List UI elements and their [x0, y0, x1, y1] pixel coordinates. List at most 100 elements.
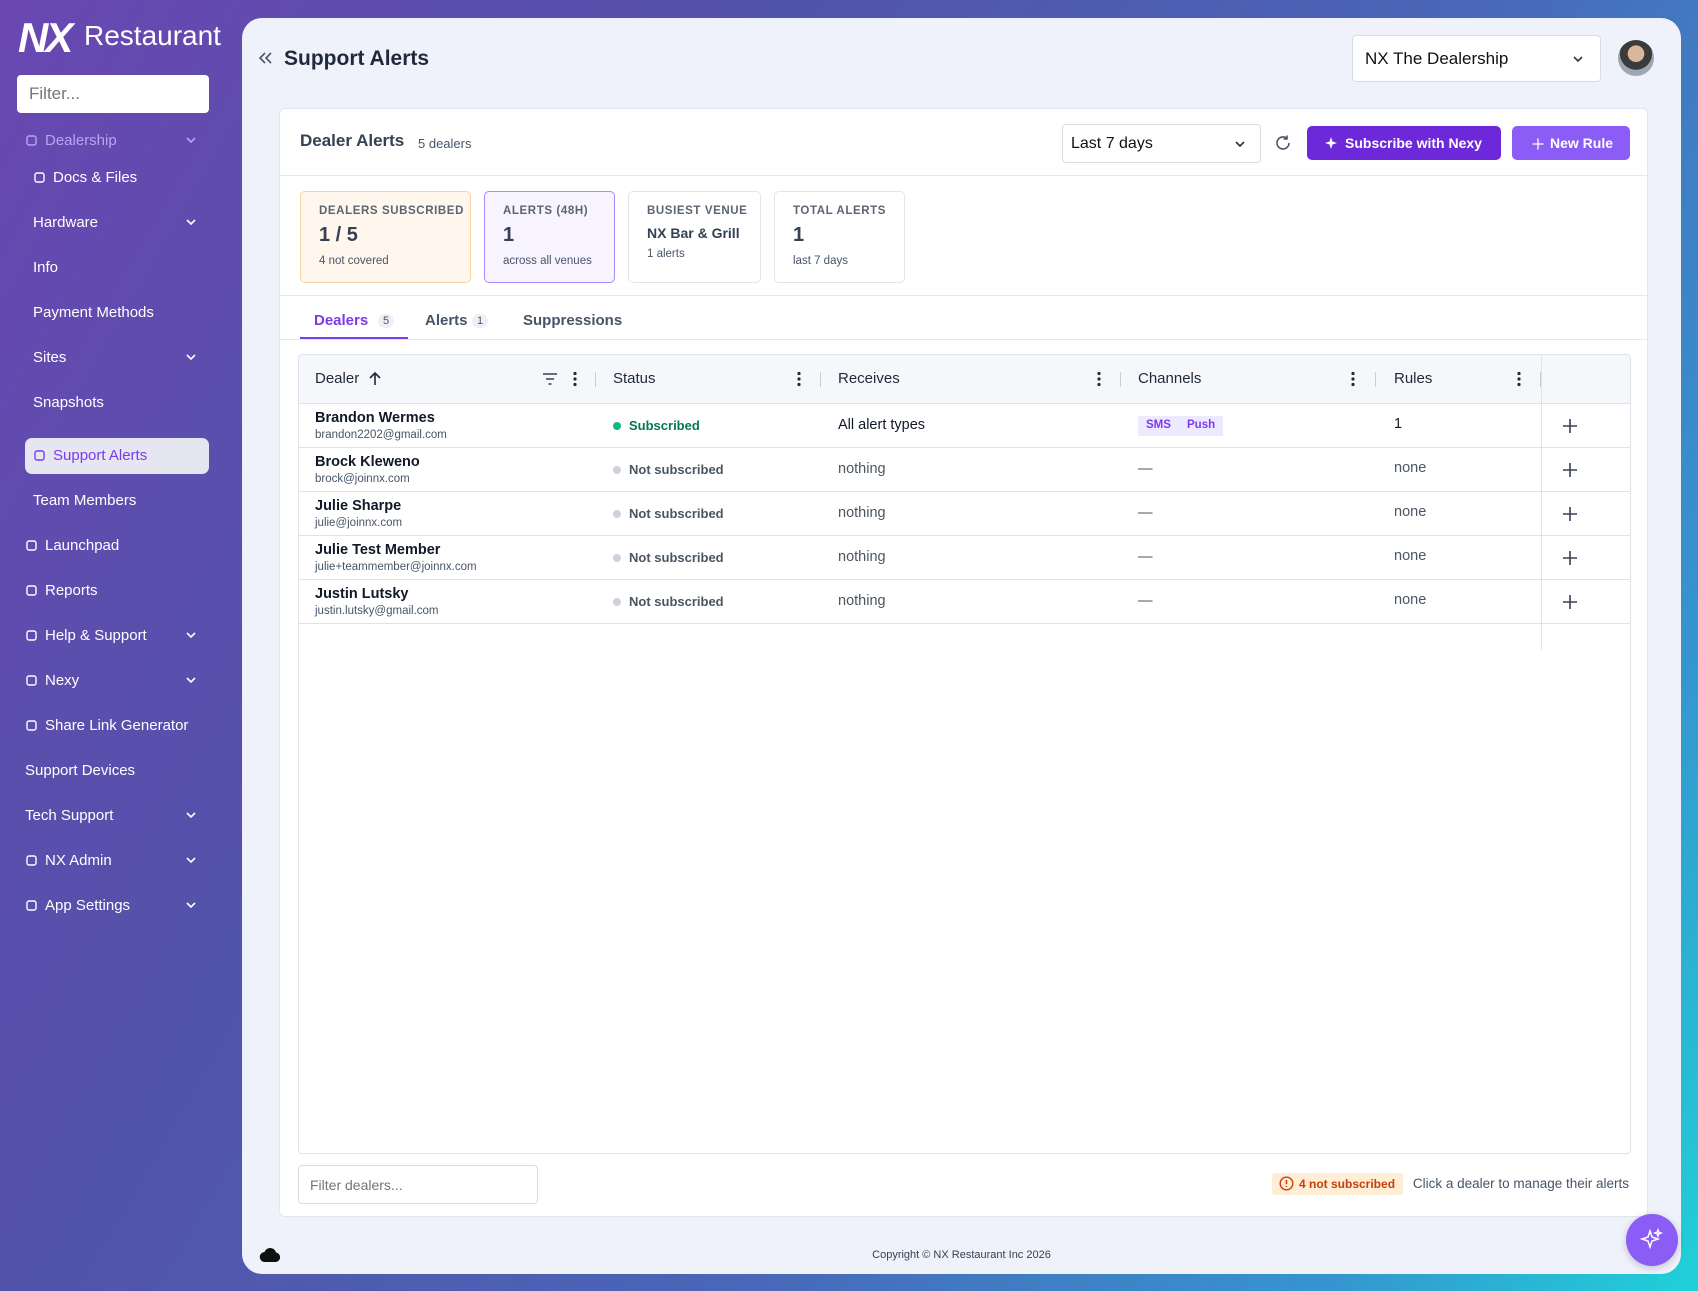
column-menu[interactable] — [572, 371, 578, 387]
assistant-button[interactable] — [1626, 1214, 1678, 1266]
nav-item[interactable]: Snapshots — [25, 385, 209, 421]
icon — [1324, 136, 1338, 150]
stat-label: ALERTS (48H) — [503, 205, 589, 217]
range-select[interactable]: Last 7 days — [1062, 124, 1261, 163]
subscribe-button[interactable]: Subscribe with Nexy — [1307, 126, 1501, 160]
icon-part — [1640, 1228, 1664, 1250]
stat-label: TOTAL ALERTS — [793, 205, 887, 217]
icon-part — [573, 377, 577, 381]
nav-item[interactable]: Help & Support — [25, 618, 209, 654]
nav-item[interactable]: Nexy — [25, 663, 209, 699]
stat-note: last 7 days — [793, 255, 848, 267]
add-rule-button[interactable] — [1561, 549, 1579, 567]
icon-part — [186, 902, 196, 909]
icon — [259, 1247, 281, 1263]
table-row[interactable]: Brandon Wermes brandon2202@gmail.com Subsc… — [299, 404, 1630, 448]
nav-item[interactable]: Payment Methods — [25, 295, 209, 331]
table-row[interactable]: Julie Sharpe julie@joinnx.com Not subscrib… — [299, 492, 1630, 536]
icon-part — [1517, 371, 1521, 376]
icon-part — [1235, 141, 1245, 148]
table-row[interactable]: Julie Test Member julie+teammember@joinnx… — [299, 536, 1630, 580]
page-title: Support Alerts — [284, 47, 430, 70]
icon — [542, 372, 558, 386]
nav-item[interactable]: Tech Support — [25, 798, 209, 834]
channel-pill: Push — [1179, 416, 1224, 436]
icon-part — [1235, 141, 1245, 148]
dealer-name: Brandon Wermes — [315, 410, 435, 426]
dealer-email: julie+teammember@joinnx.com — [315, 561, 477, 573]
dealer-email: brock@joinnx.com — [315, 473, 410, 485]
nav-item[interactable]: Sites — [25, 340, 209, 376]
nav-item[interactable]: App Settings — [25, 888, 209, 924]
avatar[interactable] — [1618, 40, 1654, 76]
add-rule-button[interactable] — [1561, 417, 1579, 435]
icon-part — [1351, 371, 1355, 376]
add-rule-button[interactable] — [1561, 505, 1579, 523]
icon-part — [26, 720, 37, 731]
icon — [25, 854, 38, 867]
status-dot — [613, 554, 621, 562]
nav-item[interactable]: Launchpad — [25, 528, 209, 564]
nav-label: Share Link Generator — [45, 717, 189, 734]
tab[interactable]: Dealers 5 — [300, 305, 408, 339]
tab[interactable]: Suppressions — [509, 305, 622, 339]
icon-part — [34, 450, 45, 461]
icon — [184, 673, 198, 687]
nav-item[interactable]: Support Alerts — [25, 438, 209, 474]
channel-pill: SMS — [1138, 416, 1179, 436]
hint: Click a dealer to manage their alerts — [1412, 1176, 1629, 1191]
nav-item[interactable]: Hardware — [25, 205, 209, 241]
column-menu[interactable] — [1096, 371, 1102, 387]
icon-part — [1640, 1228, 1664, 1250]
icon-part — [186, 632, 196, 639]
nav-item[interactable]: Share Link Generator — [25, 708, 209, 744]
tab[interactable]: Alerts 1 — [411, 305, 511, 339]
icon-part — [26, 585, 37, 596]
icon-part — [26, 630, 37, 641]
nav-label: Hardware — [33, 214, 99, 231]
refresh-button[interactable] — [1274, 134, 1294, 154]
column-menu[interactable] — [796, 371, 802, 387]
sidebar-filter[interactable] — [17, 75, 209, 113]
table-row[interactable]: Justin Lutsky justin.lutsky@gmail.com Not … — [299, 580, 1630, 624]
icon-part — [26, 900, 37, 911]
table-row[interactable]: Brock Kleweno brock@joinnx.com Not subscri… — [299, 448, 1630, 492]
stat-card: BUSIEST VENUE NX Bar & Grill 1 alerts — [628, 191, 761, 283]
new-rule-button[interactable]: New Rule — [1512, 126, 1630, 160]
icon — [25, 719, 38, 732]
icon — [184, 898, 198, 912]
column-menu[interactable] — [1350, 371, 1356, 387]
stat-note: across all venues — [503, 255, 592, 267]
nav-item[interactable]: Dealership — [25, 123, 209, 159]
status-label: Not subscribed — [629, 506, 724, 521]
icon-part — [1573, 56, 1583, 63]
nav-item[interactable]: NX Admin — [25, 843, 209, 879]
icon-part — [26, 630, 37, 641]
nav-item[interactable]: Reports — [25, 573, 209, 609]
nav-item[interactable]: Team Members — [25, 483, 209, 519]
icon-part — [1351, 371, 1355, 387]
icon — [184, 628, 198, 642]
nav-item[interactable]: Support Devices — [25, 753, 209, 789]
stat-value: 1 / 5 — [319, 224, 358, 246]
icon-part — [259, 1247, 281, 1263]
nav-item[interactable]: Info — [25, 250, 209, 286]
icon-part — [369, 371, 381, 385]
icon-part — [26, 675, 37, 686]
column-menu[interactable] — [1516, 371, 1522, 387]
icon — [184, 808, 198, 822]
icon-part — [543, 373, 557, 385]
add-rule-button[interactable] — [1561, 461, 1579, 479]
add-rule-button[interactable] — [1561, 593, 1579, 611]
icon-part — [573, 382, 577, 387]
column-filter[interactable] — [542, 372, 558, 386]
icon-part — [797, 371, 801, 376]
stat-value: NX Bar & Grill — [647, 225, 740, 241]
nav-item[interactable]: Docs & Files — [25, 160, 209, 196]
icon — [184, 853, 198, 867]
icon-part — [186, 857, 196, 864]
dealer-filter[interactable] — [298, 1165, 538, 1204]
icon-part — [186, 677, 196, 684]
dealership-select[interactable]: NX The Dealership — [1352, 35, 1601, 82]
